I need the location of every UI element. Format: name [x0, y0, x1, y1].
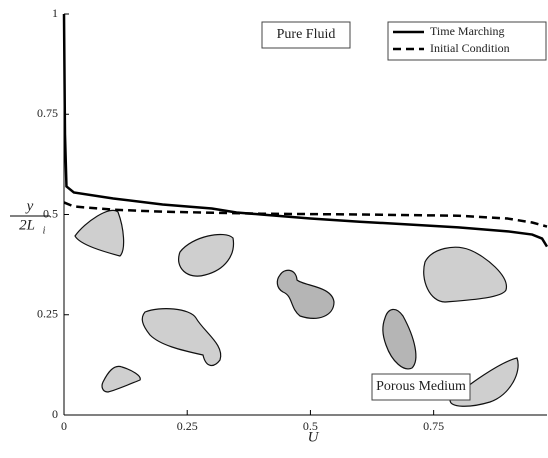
legend-label: Time Marching — [430, 24, 505, 38]
grain — [276, 269, 335, 319]
x-tick-label: 0 — [61, 419, 67, 433]
x-tick-label: 0.25 — [177, 419, 198, 433]
y-tick-label: 1 — [52, 6, 58, 20]
y-axis-label-numerator: y — [25, 198, 34, 214]
annotation-box — [261, 21, 351, 49]
plot-area: 0 0.25 0.5 0.75 0 0.25 0.5 0.75 1 — [37, 6, 548, 433]
y-tick-label: 0 — [52, 407, 58, 421]
annotation: Porous Medium — [376, 379, 466, 394]
legend: Time Marching Initial Condition — [387, 21, 547, 61]
grain — [382, 308, 417, 370]
y-axis-label-subscript: i — [43, 225, 46, 236]
grain — [141, 308, 222, 366]
legend-box — [387, 21, 547, 61]
legend-label: Initial Condition — [430, 41, 510, 55]
x-tick-label: 0.75 — [423, 419, 444, 433]
grain — [101, 365, 141, 393]
x-tick-label: 0.5 — [303, 419, 318, 433]
line — [63, 201, 548, 228]
grain — [74, 209, 125, 257]
annotation-box — [371, 373, 471, 401]
x-axis-label: U — [308, 429, 320, 445]
y-tick-label: 0.25 — [37, 307, 58, 321]
y-tick-label: 0.5 — [43, 206, 58, 220]
grain — [423, 246, 507, 303]
y-tick-label: 0.75 — [37, 106, 58, 120]
annotation: Pure Fluid — [277, 27, 336, 42]
grain — [178, 233, 235, 277]
y-axis-label-denominator: 2L — [19, 217, 35, 233]
